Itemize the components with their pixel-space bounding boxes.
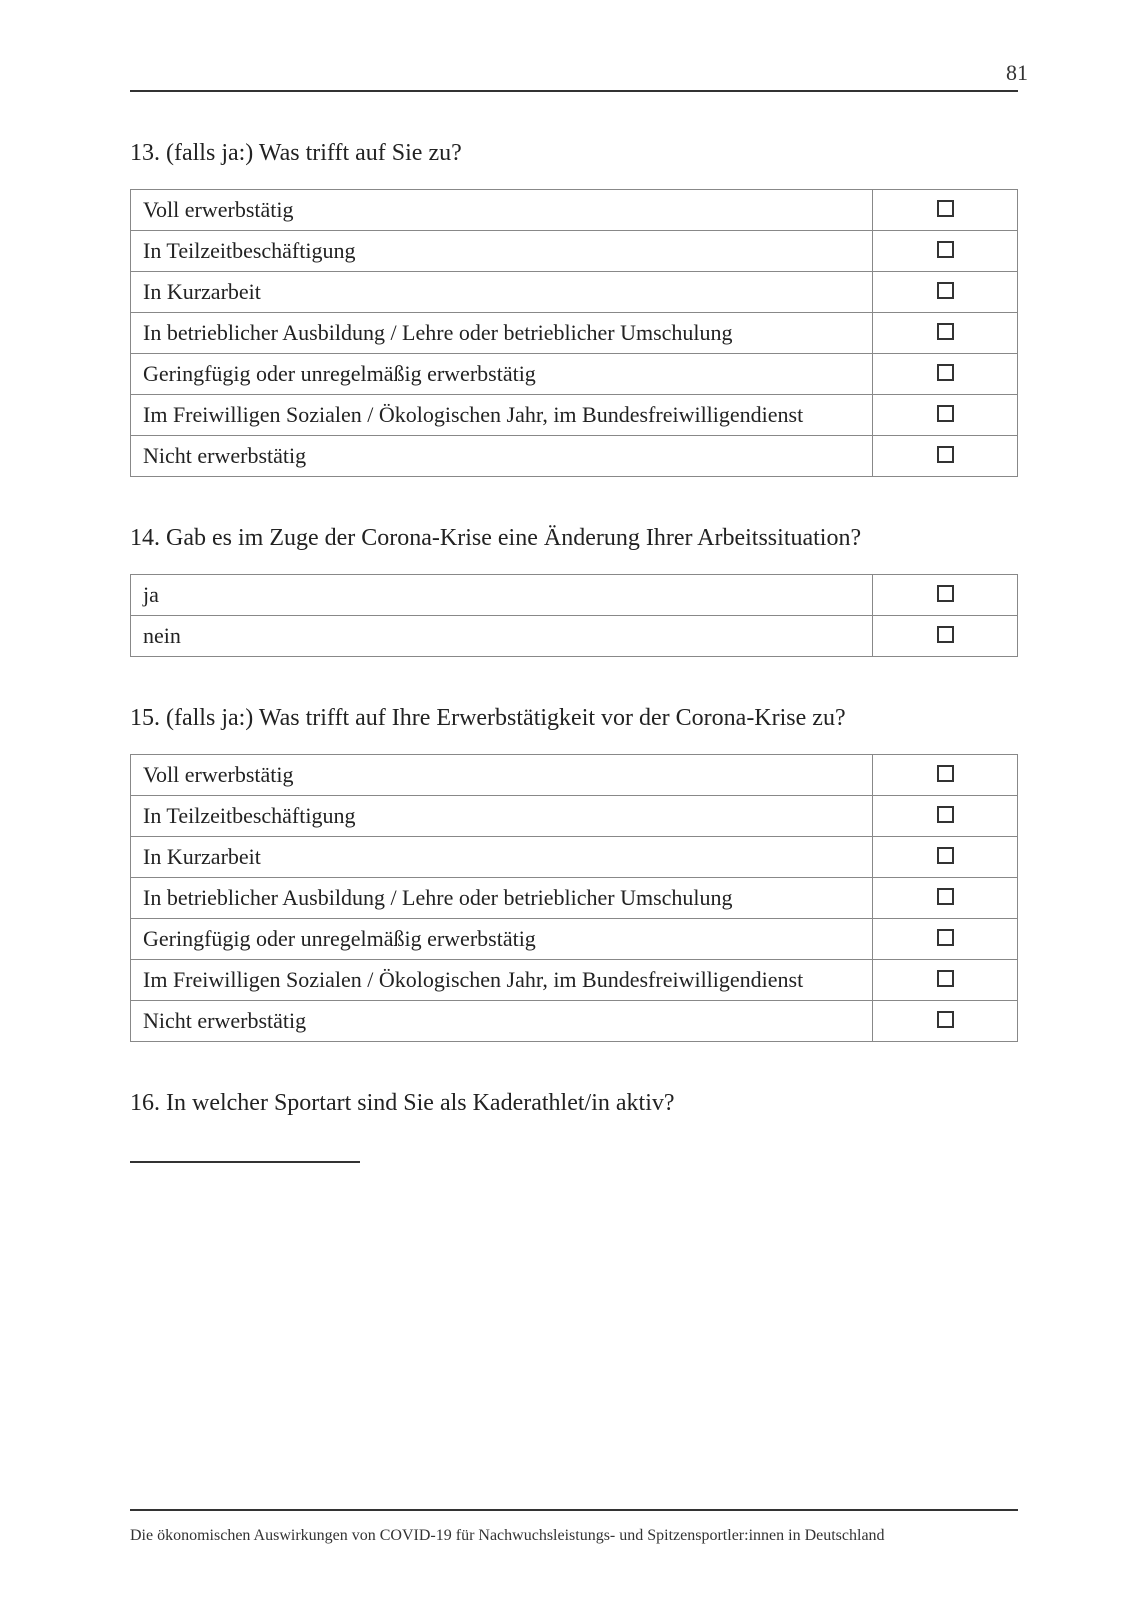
q15-check-4[interactable]	[873, 919, 1018, 960]
table-row: In Teilzeitbeschäftigung	[131, 796, 1018, 837]
table-row: Im Freiwilligen Sozialen / Ökologischen …	[131, 960, 1018, 1001]
q13-opt-5: Im Freiwilligen Sozialen / Ökologischen …	[131, 395, 873, 436]
checkbox-icon	[937, 806, 954, 823]
q15-check-2[interactable]	[873, 837, 1018, 878]
q13-check-6[interactable]	[873, 436, 1018, 477]
q13-check-3[interactable]	[873, 313, 1018, 354]
table-row: Voll erwerbstätig	[131, 755, 1018, 796]
q13-check-5[interactable]	[873, 395, 1018, 436]
q13-opt-2: In Kurzarbeit	[131, 272, 873, 313]
q15-check-6[interactable]	[873, 1001, 1018, 1042]
q13-opt-1: In Teilzeitbeschäftigung	[131, 231, 873, 272]
table-row: Nicht erwerbstätig	[131, 436, 1018, 477]
q15-opt-2: In Kurzarbeit	[131, 837, 873, 878]
q13-opt-4: Geringfügig oder unregelmäßig erwerbstät…	[131, 354, 873, 395]
q15-check-0[interactable]	[873, 755, 1018, 796]
table-row: In betrieblicher Ausbildung / Lehre oder…	[131, 313, 1018, 354]
q15-opt-6: Nicht erwerbstätig	[131, 1001, 873, 1042]
q13-check-0[interactable]	[873, 190, 1018, 231]
top-rule	[130, 90, 1018, 92]
table-row: In Kurzarbeit	[131, 272, 1018, 313]
q15-table: Voll erwerbstätig In Teilzeitbeschäftigu…	[130, 754, 1018, 1042]
q15-opt-4: Geringfügig oder unregelmäßig erwerbstät…	[131, 919, 873, 960]
q13-table: Voll erwerbstätig In Teilzeitbeschäftigu…	[130, 189, 1018, 477]
checkbox-icon	[937, 929, 954, 946]
checkbox-icon	[937, 241, 954, 258]
table-row: Geringfügig oder unregelmäßig erwerbstät…	[131, 919, 1018, 960]
table-row: In betrieblicher Ausbildung / Lehre oder…	[131, 878, 1018, 919]
q14-check-0[interactable]	[873, 575, 1018, 616]
q14-check-1[interactable]	[873, 616, 1018, 657]
table-row: In Kurzarbeit	[131, 837, 1018, 878]
q15-opt-5: Im Freiwilligen Sozialen / Ökologischen …	[131, 960, 873, 1001]
q15-opt-3: In betrieblicher Ausbildung / Lehre oder…	[131, 878, 873, 919]
q13-opt-3: In betrieblicher Ausbildung / Lehre oder…	[131, 313, 873, 354]
table-row: In Teilzeitbeschäftigung	[131, 231, 1018, 272]
checkbox-icon	[937, 847, 954, 864]
table-row: Nicht erwerbstätig	[131, 1001, 1018, 1042]
table-row: nein	[131, 616, 1018, 657]
questionnaire-page: 81 13. (falls ja:) Was trifft auf Sie zu…	[0, 0, 1128, 1601]
checkbox-icon	[937, 970, 954, 987]
q15-check-1[interactable]	[873, 796, 1018, 837]
q13-check-4[interactable]	[873, 354, 1018, 395]
q13-title: 13. (falls ja:) Was trifft auf Sie zu?	[130, 140, 1018, 167]
checkbox-icon	[937, 323, 954, 340]
q15-title: 15. (falls ja:) Was trifft auf Ihre Erwe…	[130, 705, 1018, 732]
checkbox-icon	[937, 446, 954, 463]
q15-opt-0: Voll erwerbstätig	[131, 755, 873, 796]
q15-opt-1: In Teilzeitbeschäftigung	[131, 796, 873, 837]
q15-check-3[interactable]	[873, 878, 1018, 919]
footer-rule	[130, 1509, 1018, 1511]
table-row: ja	[131, 575, 1018, 616]
q13-opt-0: Voll erwerbstätig	[131, 190, 873, 231]
q14-table: ja nein	[130, 574, 1018, 657]
q15-check-5[interactable]	[873, 960, 1018, 1001]
q16-answer-line[interactable]	[130, 1161, 360, 1163]
page-number: 81	[1006, 60, 1028, 86]
q13-check-1[interactable]	[873, 231, 1018, 272]
q13-opt-6: Nicht erwerbstätig	[131, 436, 873, 477]
checkbox-icon	[937, 1011, 954, 1028]
table-row: Im Freiwilligen Sozialen / Ökologischen …	[131, 395, 1018, 436]
checkbox-icon	[937, 364, 954, 381]
checkbox-icon	[937, 282, 954, 299]
checkbox-icon	[937, 585, 954, 602]
q16-title: 16. In welcher Sportart sind Sie als Kad…	[130, 1090, 1018, 1117]
checkbox-icon	[937, 200, 954, 217]
q14-opt-1: nein	[131, 616, 873, 657]
table-row: Geringfügig oder unregelmäßig erwerbstät…	[131, 354, 1018, 395]
checkbox-icon	[937, 405, 954, 422]
checkbox-icon	[937, 626, 954, 643]
checkbox-icon	[937, 888, 954, 905]
q14-title: 14. Gab es im Zuge der Corona-Krise eine…	[130, 525, 1018, 552]
q13-check-2[interactable]	[873, 272, 1018, 313]
table-row: Voll erwerbstätig	[131, 190, 1018, 231]
checkbox-icon	[937, 765, 954, 782]
q14-opt-0: ja	[131, 575, 873, 616]
footer-text: Die ökonomischen Auswirkungen von COVID-…	[130, 1527, 885, 1545]
